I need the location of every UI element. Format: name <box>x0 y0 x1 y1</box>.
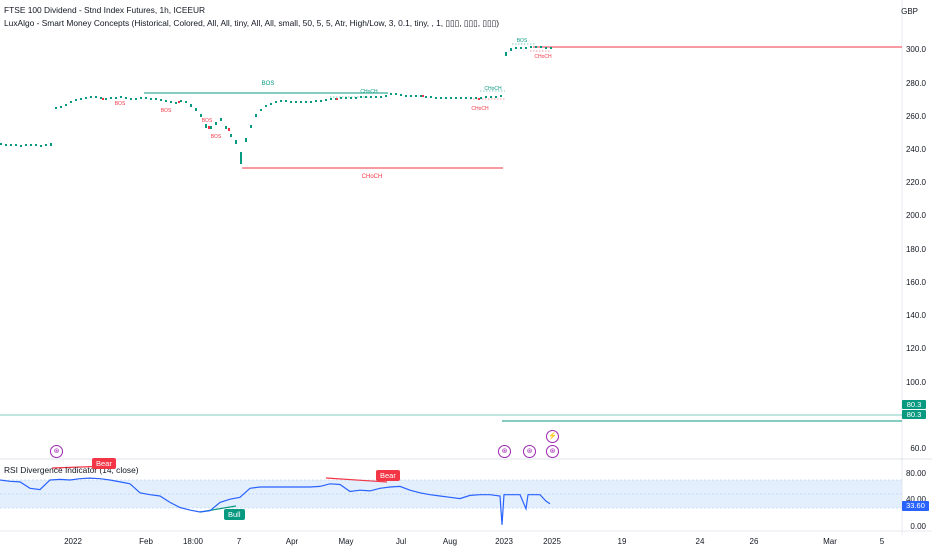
rsi-line[interactable] <box>0 477 551 525</box>
x-tick-mar: Mar <box>823 537 837 546</box>
last-price-badge[interactable]: 80.3 <box>902 400 926 409</box>
choch-small-label-4: CHoCH <box>534 54 552 60</box>
x-tick-feb: Feb <box>139 537 153 546</box>
choch-small-label-3: CHoCH <box>471 106 489 112</box>
x-tick-2022: 2022 <box>64 537 82 546</box>
x-tick-7: 7 <box>236 537 242 546</box>
event-marker-icon[interactable]: ⊛ <box>523 445 536 458</box>
y-tick-220: 220.0 <box>905 178 926 187</box>
choch-small-label-2: CHoCH <box>484 86 502 92</box>
y-tick-180: 180.0 <box>905 245 926 254</box>
x-tick-24: 24 <box>695 537 705 546</box>
y-tick-260: 260.0 <box>905 112 926 121</box>
bos-main-label: BOS <box>261 81 275 87</box>
x-tick-jul: Jul <box>395 537 407 546</box>
y-tick-300: 300.0 <box>905 45 926 54</box>
y-tick-280: 280.0 <box>905 79 926 88</box>
bear-tag-1: Bear <box>92 458 116 469</box>
rsi-value-badge[interactable]: 33.60 <box>902 501 929 511</box>
event-marker-icon[interactable]: ⊛ <box>498 445 511 458</box>
y-tick-120: 120.0 <box>905 344 926 353</box>
bear-tag-2: Bear <box>376 470 400 481</box>
y-tick-160: 160.0 <box>905 278 926 287</box>
y-tick-200: 200.0 <box>905 211 926 220</box>
rsi-tick-0: 0.00 <box>910 522 926 531</box>
price-candles-bear[interactable] <box>102 95 480 131</box>
bos-small-label-4: BOS <box>201 118 213 124</box>
x-tick-26: 26 <box>749 537 759 546</box>
y-tick-240: 240.0 <box>905 145 926 154</box>
x-tick-2025: 2025 <box>543 537 561 546</box>
bos-small-label-2: BOS <box>160 108 172 114</box>
choch-main-label: CHoCH <box>361 174 383 180</box>
x-tick-aug: Aug <box>442 537 458 546</box>
choch-small-label-1: CHoCH <box>360 89 378 95</box>
x-tick-19: 19 <box>617 537 627 546</box>
flash-event-icon[interactable]: ⚡ <box>546 430 559 443</box>
rsi-title[interactable]: RSI Divergence Indicator (14, close) <box>4 465 139 475</box>
y-tick-140: 140.0 <box>905 311 926 320</box>
bos-top-label: BOS <box>516 38 528 44</box>
event-marker-icon[interactable]: ⊛ <box>546 445 559 458</box>
price-candles[interactable] <box>0 46 552 164</box>
bull-tag: Bull <box>224 509 245 520</box>
currency-label[interactable]: GBP <box>901 7 918 16</box>
rsi-tick-80: 80.00 <box>905 469 926 478</box>
bos-small-label-3: BOS <box>210 134 222 140</box>
chart-title: FTSE 100 Dividend - Stnd Index Futures, … <box>4 5 206 15</box>
rsi-band <box>0 480 902 508</box>
x-tick-2023: 2023 <box>495 537 513 546</box>
indicator-legend[interactable]: LuxAlgo - Smart Money Concepts (Historic… <box>4 18 499 28</box>
last-price-badge-2[interactable]: 80.3 <box>902 410 926 419</box>
y-tick-100: 100.0 <box>905 378 926 387</box>
x-tick-5: 5 <box>879 537 885 546</box>
bear-divergence-line <box>325 477 388 483</box>
y-tick-60: 60.0 <box>910 444 926 453</box>
x-tick-may: May <box>338 537 354 546</box>
rsi-tick-40: 40.00 <box>905 495 926 504</box>
event-marker-icon[interactable]: ⊛ <box>50 445 63 458</box>
x-tick-1800: 18:00 <box>182 537 204 546</box>
bos-small-label-1: BOS <box>114 101 126 107</box>
x-tick-apr: Apr <box>285 537 299 546</box>
